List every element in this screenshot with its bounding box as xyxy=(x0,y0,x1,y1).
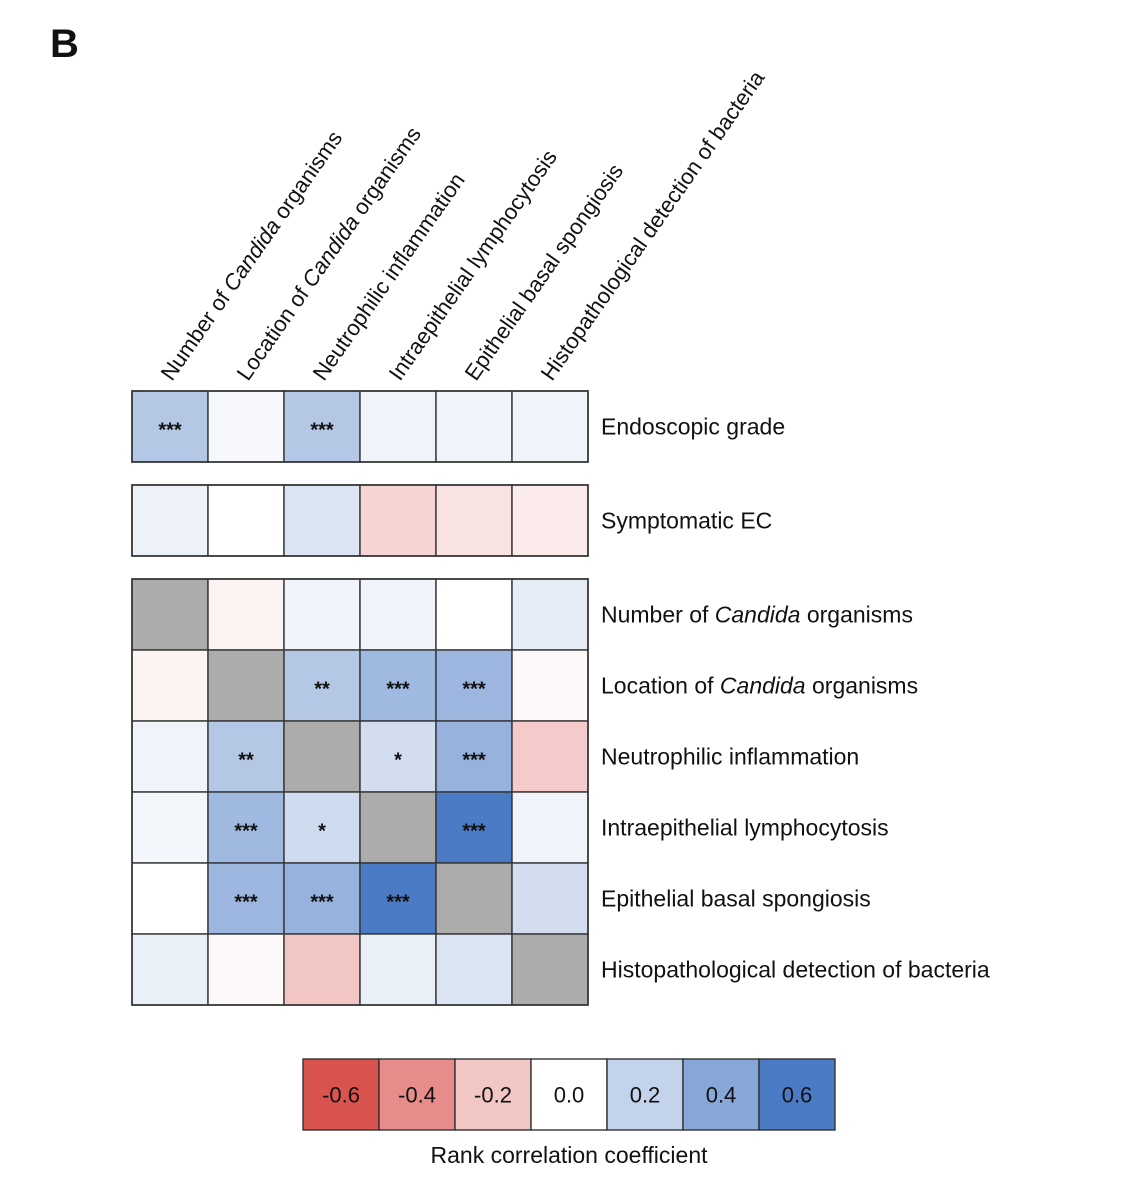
heatmap-cell xyxy=(283,578,361,651)
heatmap-cell xyxy=(131,720,209,793)
block-frame xyxy=(131,390,589,463)
significance-mark: *** xyxy=(310,420,334,442)
heatmap-cell xyxy=(359,484,437,557)
row-label: Histopathological detection of bacteria xyxy=(601,957,990,983)
heatmap-cell xyxy=(131,862,209,935)
legend-tick-label: -0.6 xyxy=(322,1083,360,1108)
row-label: Epithelial basal spongiosis xyxy=(601,886,871,912)
row-labels: Endoscopic grade Symptomatic EC Number of … xyxy=(601,414,990,983)
significance-mark: *** xyxy=(462,821,486,843)
heatmap-cell xyxy=(207,862,285,935)
heatmap-cell xyxy=(511,720,589,793)
column-label: Epithelial basal spongiosis xyxy=(460,159,628,385)
diagonal-cell xyxy=(435,862,513,935)
diagonal-cell xyxy=(359,791,437,864)
heatmap-cell xyxy=(359,390,437,463)
diagonal-cell xyxy=(511,933,589,1006)
heatmap-cell xyxy=(511,791,589,864)
legend-tick-label: 0.6 xyxy=(782,1083,813,1108)
significance-mark: *** xyxy=(234,892,258,914)
legend-swatch xyxy=(758,1058,836,1131)
heatmap-cell xyxy=(207,578,285,651)
legend-tick-label: -0.2 xyxy=(474,1083,512,1108)
heatmap-cell xyxy=(207,390,285,463)
legend-title: Rank correlation coefficient xyxy=(431,1142,709,1168)
heatmap-cell xyxy=(359,720,437,793)
diagonal-cell xyxy=(131,578,209,651)
heatmap-cell xyxy=(207,791,285,864)
heatmap-cell xyxy=(283,791,361,864)
significance-mark: *** xyxy=(158,420,182,442)
significance-mark: * xyxy=(318,821,326,843)
significance-mark: ** xyxy=(314,679,330,701)
significance-mark: *** xyxy=(386,892,410,914)
significance-mark: *** xyxy=(234,821,258,843)
panel-label: B xyxy=(50,22,79,66)
heatmap-cell xyxy=(511,649,589,722)
significance-mark: * xyxy=(394,750,402,772)
color-legend: -0.6 -0.4 -0.2 0.0 0.2 0.4 0.6 Rank correlation… xyxy=(302,1058,836,1168)
heatmap-cell xyxy=(131,484,209,557)
heatmap-cell xyxy=(207,720,285,793)
heatmap-cell xyxy=(511,862,589,935)
heatmap-cell xyxy=(511,390,589,463)
column-label: Neutrophilic inflammation xyxy=(308,168,470,385)
legend-swatch xyxy=(606,1058,684,1131)
heatmap-cell xyxy=(283,862,361,935)
legend-tick-label: 0.2 xyxy=(630,1083,661,1108)
heatmap-cell xyxy=(511,484,589,557)
significance-mark: *** xyxy=(462,750,486,772)
block-frame xyxy=(131,484,589,557)
legend-swatch xyxy=(454,1058,532,1131)
heatmap-cell xyxy=(359,862,437,935)
heatmap-cell xyxy=(131,791,209,864)
significance-mark: *** xyxy=(386,679,410,701)
row-label: Endoscopic grade xyxy=(601,414,785,440)
heatmap-cell xyxy=(131,933,209,1006)
heatmap-cell xyxy=(435,578,513,651)
heatmap-cell xyxy=(435,390,513,463)
legend-tick-label: 0.4 xyxy=(706,1083,737,1108)
legend-swatch xyxy=(378,1058,456,1131)
significance-mark: ** xyxy=(238,750,254,772)
row-label: Intraepithelial lymphocytosis xyxy=(601,815,889,841)
heatmap-cell xyxy=(359,933,437,1006)
legend-swatch xyxy=(530,1058,608,1131)
heatmap-cell xyxy=(511,578,589,651)
heatmap-cell xyxy=(207,933,285,1006)
heatmap-cell xyxy=(131,649,209,722)
heatmap-cell xyxy=(435,933,513,1006)
diagonal-cell xyxy=(283,720,361,793)
block-frame xyxy=(131,578,589,1006)
heatmap-cell xyxy=(283,933,361,1006)
legend-swatch xyxy=(682,1058,760,1131)
row-label: Number of Candida organisms xyxy=(601,602,913,628)
legend-tick-label: -0.4 xyxy=(398,1083,436,1108)
heatmap-cell xyxy=(283,649,361,722)
heatmap-cell xyxy=(359,578,437,651)
heatmap-cell xyxy=(207,484,285,557)
diagonal-cell xyxy=(207,649,285,722)
heatmap-cell xyxy=(283,484,361,557)
significance-mark: *** xyxy=(462,679,486,701)
legend-swatch xyxy=(302,1058,380,1131)
heatmap-cells: *** ***** *** ***** * ****** * ****** *** *** xyxy=(131,390,589,1006)
legend-tick-label: 0.0 xyxy=(554,1083,585,1108)
significance-mark: *** xyxy=(310,892,334,914)
row-label: Neutrophilic inflammation xyxy=(601,744,859,770)
heatmap-cell xyxy=(435,484,513,557)
row-label: Location of Candida organisms xyxy=(601,673,918,699)
row-label: Symptomatic EC xyxy=(601,508,772,534)
heatmap-cell xyxy=(435,791,513,864)
